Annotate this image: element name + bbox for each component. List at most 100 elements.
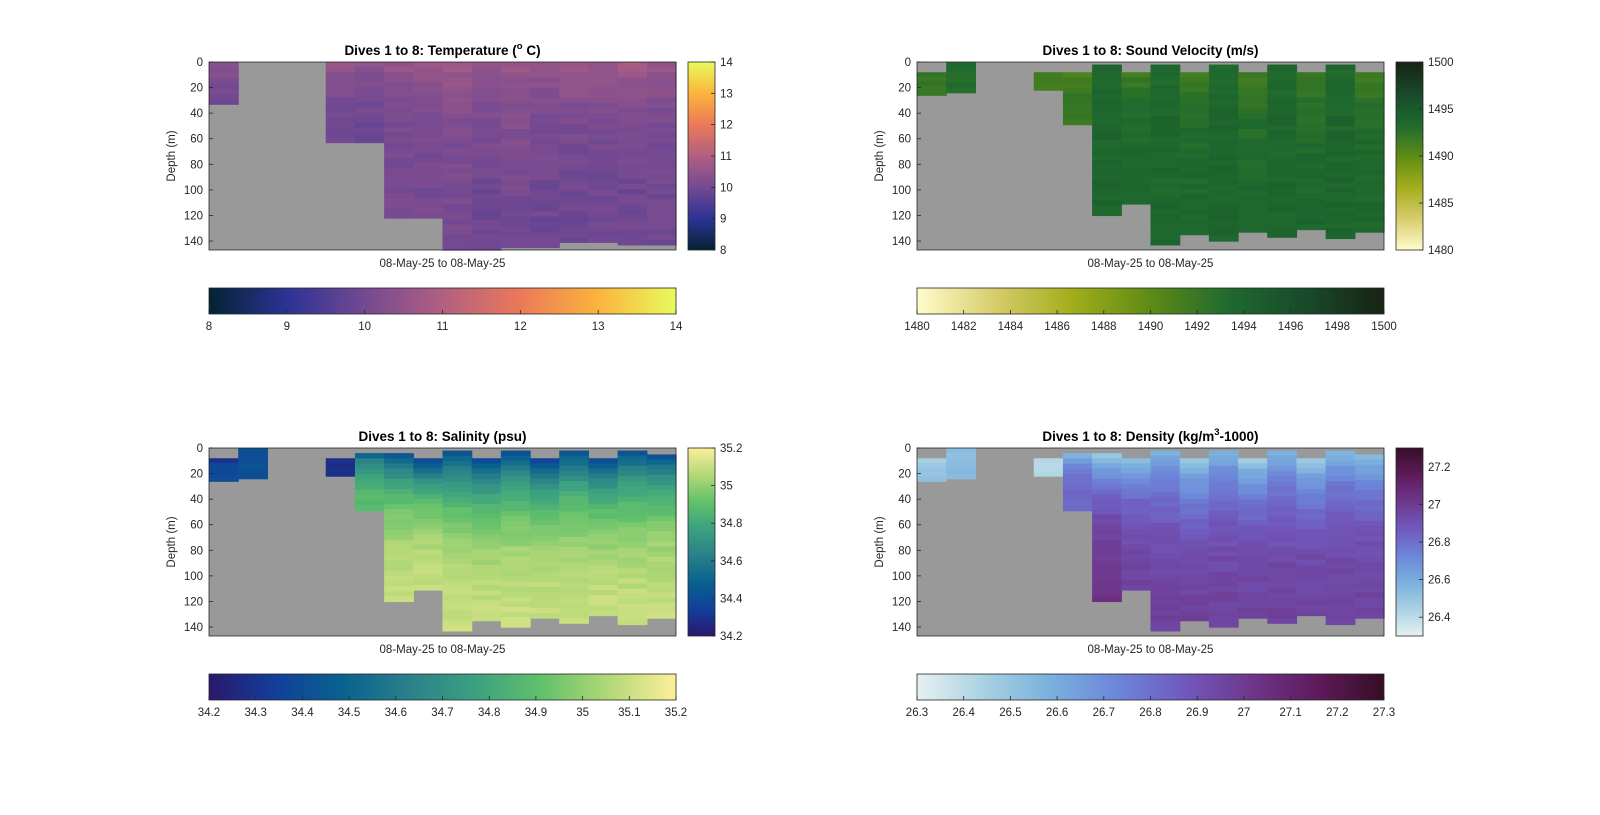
heatmap-cell xyxy=(1238,211,1268,218)
heatmap-cell xyxy=(588,206,619,213)
heatmap-cell xyxy=(1325,136,1356,142)
heatmap-cell xyxy=(1267,221,1298,228)
heatmap-cell xyxy=(1062,108,1093,115)
heatmap-cell xyxy=(1238,509,1268,516)
heatmap-cell xyxy=(1150,157,1181,164)
heatmap-cell xyxy=(588,123,619,130)
heatmap-cell xyxy=(1208,495,1239,502)
heatmap-cell xyxy=(1179,498,1210,505)
heatmap-cell xyxy=(1354,221,1385,228)
heatmap-cell xyxy=(646,520,677,527)
heatmap-cell xyxy=(1121,188,1152,195)
heatmap-cell xyxy=(209,83,239,89)
heatmap-cell xyxy=(1354,546,1385,553)
heatmap-cell xyxy=(1354,500,1385,507)
heatmap-cell xyxy=(530,607,560,614)
heatmap-cell xyxy=(500,470,531,477)
heatmap-cell xyxy=(1238,520,1268,526)
heatmap-cell xyxy=(500,591,531,598)
heatmap-cell xyxy=(1092,109,1122,116)
heatmap-cell xyxy=(1267,470,1298,477)
heatmap-cell xyxy=(413,559,444,566)
heatmap-cell xyxy=(1296,468,1327,475)
y-tick-label: 100 xyxy=(892,571,911,583)
heatmap-cell xyxy=(471,72,502,78)
heatmap-cell xyxy=(530,576,560,583)
colorbar-h-tick-label: 35.1 xyxy=(618,707,640,719)
heatmap-cell xyxy=(1150,85,1181,91)
heatmap-cell xyxy=(500,128,531,135)
heatmap-cell xyxy=(1267,64,1298,71)
heatmap-cell xyxy=(1296,107,1327,114)
heatmap-cell xyxy=(559,602,590,609)
heatmap-cell xyxy=(471,554,502,561)
heatmap-cell xyxy=(1092,134,1122,141)
heatmap-cell xyxy=(500,596,531,603)
heatmap-cell xyxy=(1238,87,1268,94)
heatmap-cell xyxy=(1092,524,1122,531)
heatmap-cell xyxy=(1296,128,1327,134)
heatmap-cell xyxy=(1121,148,1152,154)
heatmap-cell xyxy=(442,522,473,529)
heatmap-cell xyxy=(500,581,531,588)
heatmap-cell xyxy=(1354,206,1385,213)
heatmap-cell xyxy=(588,468,619,475)
heatmap-cell xyxy=(442,97,473,104)
heatmap-cell xyxy=(384,87,414,93)
heatmap-cell xyxy=(1325,131,1356,137)
heatmap-cell xyxy=(646,607,677,614)
heatmap-cell xyxy=(1325,578,1356,585)
heatmap-cell xyxy=(530,103,560,109)
heatmap-cell xyxy=(588,72,619,79)
heatmap-cell xyxy=(238,468,268,475)
heatmap-cell xyxy=(1179,168,1210,175)
heatmap-cell xyxy=(1354,113,1385,120)
colorbar-h-tick-label: 34.6 xyxy=(385,707,407,719)
heatmap-cell xyxy=(1150,74,1181,81)
heatmap-cell xyxy=(1325,187,1356,194)
heatmap-cell xyxy=(413,574,444,581)
y-tick-label: 140 xyxy=(184,236,203,248)
heatmap-cell xyxy=(1267,120,1298,127)
heatmap-cell xyxy=(1092,160,1122,166)
heatmap-cell xyxy=(1208,74,1239,81)
heatmap-cell xyxy=(471,559,502,566)
heatmap-cell xyxy=(646,572,677,578)
heatmap-cell xyxy=(530,149,560,156)
colorbar-tick-label: 14 xyxy=(720,57,733,69)
heatmap-cell xyxy=(1208,120,1239,126)
heatmap-cell xyxy=(354,479,385,486)
heatmap-cell xyxy=(617,491,648,498)
heatmap-cell xyxy=(1121,193,1152,200)
heatmap-cell xyxy=(471,569,502,576)
heatmap-cell xyxy=(1325,64,1356,71)
heatmap-cell xyxy=(559,67,590,73)
heatmap-cell xyxy=(1325,151,1356,158)
heatmap-cell xyxy=(1092,453,1122,459)
heatmap-cell xyxy=(1354,98,1385,104)
heatmap-cell xyxy=(354,474,385,480)
chart-title: Dives 1 to 8: Sound Velocity (m/s) xyxy=(1042,43,1258,58)
heatmap-cell xyxy=(1179,188,1210,195)
heatmap-cell xyxy=(646,474,677,481)
heatmap-cell xyxy=(530,597,560,604)
heatmap-cell xyxy=(325,137,356,144)
heatmap-cell xyxy=(1179,117,1210,124)
heatmap-cell xyxy=(1238,566,1268,573)
heatmap-cell xyxy=(617,557,648,564)
heatmap-cell xyxy=(442,153,473,160)
chart-title: Dives 1 to 8: Temperature (o C) xyxy=(344,41,540,58)
heatmap-cell xyxy=(384,458,414,464)
heatmap-cell xyxy=(1179,529,1210,535)
heatmap-cell xyxy=(646,224,677,231)
heatmap-cell xyxy=(384,550,414,557)
heatmap-cell xyxy=(559,103,590,109)
heatmap-cell xyxy=(1325,228,1356,234)
heatmap-cell xyxy=(471,595,502,601)
heatmap-cell xyxy=(588,139,619,146)
heatmap-cell xyxy=(471,574,502,581)
heatmap-cell xyxy=(1325,593,1356,600)
heatmap-cell xyxy=(384,591,414,597)
heatmap-cell xyxy=(1208,546,1239,553)
y-tick-label: 20 xyxy=(190,469,203,481)
